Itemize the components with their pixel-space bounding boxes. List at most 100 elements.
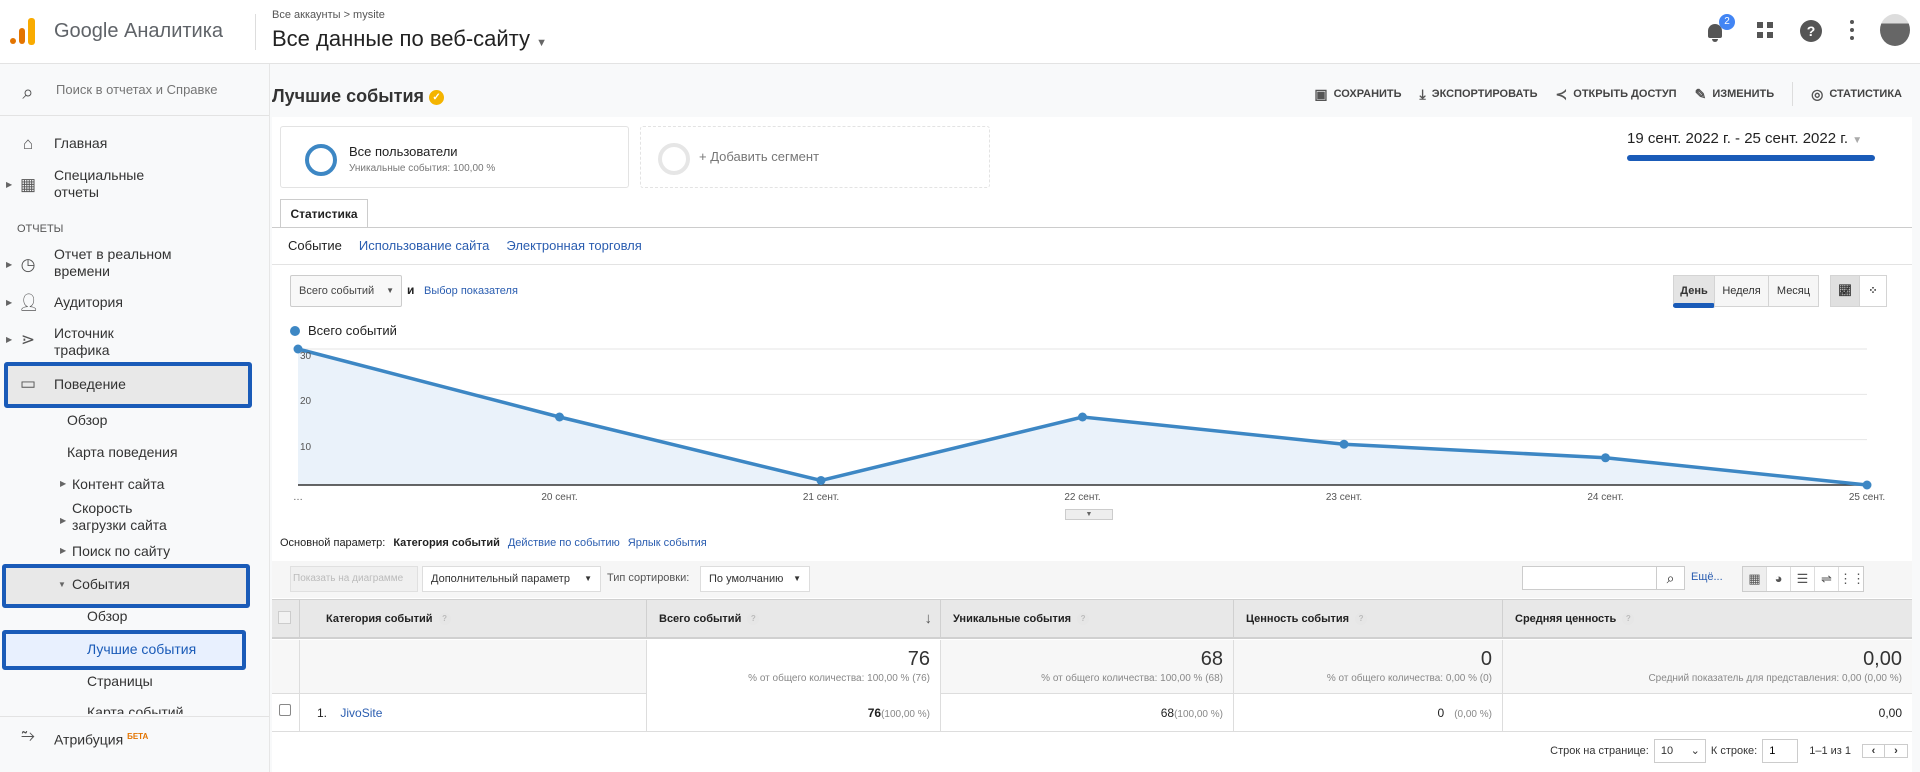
insights-button[interactable]: ◎ СТАТИСТИКА	[1811, 85, 1902, 102]
sidebar-item-attribution[interactable]: Атрибуция БЕТА	[54, 731, 149, 748]
chevron-down-icon: ▼	[584, 574, 592, 583]
and-label: и	[407, 283, 415, 297]
export-button[interactable]: ⤓ ЭКСПОРТИРОВАТЬ	[1419, 85, 1538, 102]
rows-per-page-label: Строк на странице:	[1550, 745, 1649, 757]
chevron-down-icon: ▼	[536, 37, 548, 49]
subtab-site-usage[interactable]: Использование сайта	[358, 238, 490, 253]
sidebar-item-behavior[interactable]: Поведение	[54, 376, 126, 392]
help-icon[interactable]: ?	[1800, 20, 1822, 42]
share-icon: ≺	[1555, 85, 1568, 102]
rows-per-page-select[interactable]: 10 ⌄	[1653, 739, 1706, 763]
edit-button[interactable]: ✎ ИЗМЕНИТЬ	[1694, 85, 1775, 102]
totals-avg-value: 0,00 Средний показатель для представления…	[1648, 648, 1902, 684]
granularity-week[interactable]: Неделя	[1714, 275, 1769, 307]
sidebar-item-site-search[interactable]: Поиск по сайту	[72, 543, 171, 559]
search-icon: ⌕	[22, 82, 34, 104]
dim-event-category[interactable]: Категория событий	[393, 537, 500, 549]
table-search-button[interactable]: ⌕	[1657, 566, 1685, 590]
sidebar-item-home[interactable]: Главная	[54, 135, 108, 151]
table-row	[272, 694, 1912, 732]
help-icon[interactable]: ?	[1355, 613, 1368, 626]
share-button[interactable]: ≺ ОТКРЫТЬ ДОСТУП	[1555, 85, 1677, 102]
select-all-checkbox[interactable]	[278, 611, 291, 624]
sidebar-item-top-events[interactable]: Лучшие события	[87, 641, 197, 657]
primary-dim-label: Основной параметр:	[280, 537, 386, 549]
row-unique-events: 68(100,00 %)	[941, 694, 1234, 732]
column-header-event-value[interactable]: Ценность события?	[1234, 599, 1503, 639]
goto-row-input[interactable]	[1762, 739, 1799, 763]
help-icon[interactable]: ?	[438, 613, 451, 626]
advanced-filter-link[interactable]: Ещё...	[1691, 571, 1723, 583]
tab-statistics[interactable]: Статистика	[280, 199, 368, 227]
performance-view-icon[interactable]: ☰	[1791, 567, 1815, 591]
chart-collapse-handle[interactable]: ▼	[1065, 509, 1113, 520]
category-link[interactable]: JivoSite	[340, 706, 383, 720]
pivot-view-icon[interactable]: ⋮⋮	[1839, 571, 1865, 586]
granularity-month[interactable]: Месяц	[1768, 275, 1819, 307]
breadcrumb[interactable]: Все аккаунты > mysite	[272, 9, 385, 21]
column-header-category[interactable]: Категория событий?	[300, 599, 647, 639]
table-search-input[interactable]	[1522, 566, 1657, 590]
sidebar-item-site-speed[interactable]: Скорость загрузки сайта	[72, 500, 167, 533]
sidebar-item-events-overview[interactable]: Обзор	[87, 608, 128, 624]
sidebar-item-behavior-overview[interactable]: Обзор	[67, 412, 108, 428]
sort-type-select[interactable]: По умолчанию ▼	[700, 566, 810, 592]
sidebar-search-input[interactable]	[56, 82, 226, 97]
sidebar-item-audience[interactable]: Аудитория	[54, 294, 123, 310]
metric-select[interactable]: Всего событий ▼	[290, 275, 402, 307]
column-header-unique-events[interactable]: Уникальные события?	[941, 599, 1234, 639]
motion-chart-view-button[interactable]: ⁘	[1859, 275, 1887, 307]
sidebar-item-events[interactable]: События	[72, 576, 130, 592]
apps-grid-icon[interactable]	[1757, 22, 1773, 38]
help-icon[interactable]: ?	[747, 613, 760, 626]
row-checkbox[interactable]	[279, 704, 291, 716]
table-view-icon[interactable]: ▦	[1743, 567, 1767, 591]
avatar[interactable]	[1880, 14, 1910, 46]
sidebar-item-site-content[interactable]: Контент сайта	[72, 476, 165, 492]
notifications-button[interactable]: 2	[1707, 14, 1737, 44]
analytics-logo-icon	[10, 18, 36, 46]
secondary-dimension-select[interactable]: Дополнительный параметр ▼	[422, 566, 601, 592]
collapse-arrow-icon: ▼	[58, 580, 66, 589]
dim-event-label[interactable]: Ярлык события	[627, 537, 707, 549]
sidebar-item-events-flow[interactable]: Карта событий	[87, 704, 184, 714]
help-icon[interactable]: ?	[1622, 613, 1635, 626]
highlight-behavior	[4, 362, 252, 408]
x-tick-label: 24 сент.	[1587, 492, 1624, 503]
sidebar-item-acquisition[interactable]: Источник трафика	[54, 325, 114, 358]
metric-picker-link[interactable]: Выбор показателя	[424, 285, 518, 297]
home-icon: ⌂	[22, 134, 34, 153]
subtab-event[interactable]: Событие	[288, 238, 342, 253]
date-range-highlight	[1627, 155, 1875, 161]
column-header-total-events[interactable]: Всего событий? ↓	[647, 599, 941, 639]
segment-all-users[interactable]: Все пользователи Уникальные события: 100…	[280, 126, 629, 188]
pencil-icon: ✎	[1694, 85, 1707, 102]
property-selector[interactable]: Все данные по веб-сайту ▼	[272, 26, 547, 52]
line-chart-view-button[interactable]: 📈︎	[1830, 275, 1860, 307]
verified-check-icon: ✓	[429, 89, 445, 105]
pager-buttons: ‹ ›	[1862, 744, 1908, 758]
date-range-picker[interactable]: 19 сент. 2022 г. - 25 сент. 2022 г. ▼	[1627, 130, 1863, 147]
subtab-ecommerce[interactable]: Электронная торговля	[506, 238, 642, 253]
events-line-chart	[293, 344, 1872, 490]
sidebar-item-pages[interactable]: Страницы	[87, 673, 153, 689]
sidebar-item-custom-reports[interactable]: Специальные отчеты	[54, 167, 145, 200]
x-tick-label: 25 сент.	[1848, 492, 1886, 503]
dim-event-action[interactable]: Действие по событию	[507, 537, 620, 549]
plot-rows-button[interactable]: Показать на диаграмме	[290, 566, 418, 592]
search-icon: ⌕	[1666, 570, 1675, 586]
notification-badge: 2	[1719, 14, 1735, 30]
prev-page-button[interactable]: ‹	[1863, 745, 1885, 757]
more-vert-icon[interactable]	[1850, 20, 1854, 40]
sidebar-item-behavior-flow[interactable]: Карта поведения	[67, 444, 178, 460]
next-page-button[interactable]: ›	[1894, 745, 1898, 757]
help-icon[interactable]: ?	[1077, 613, 1090, 626]
app-name: Google Аналитика	[54, 20, 224, 42]
sidebar-item-realtime[interactable]: Отчет в реальном времени	[54, 246, 172, 279]
pie-view-icon[interactable]: ◕	[1767, 567, 1791, 591]
column-header-avg-value[interactable]: Средняя ценность?	[1503, 599, 1912, 639]
save-button[interactable]: ▣ СОХРАНИТЬ	[1314, 85, 1402, 102]
comparison-view-icon[interactable]: ⇌	[1815, 567, 1839, 591]
add-segment-button[interactable]: + Добавить сегмент	[640, 126, 990, 188]
